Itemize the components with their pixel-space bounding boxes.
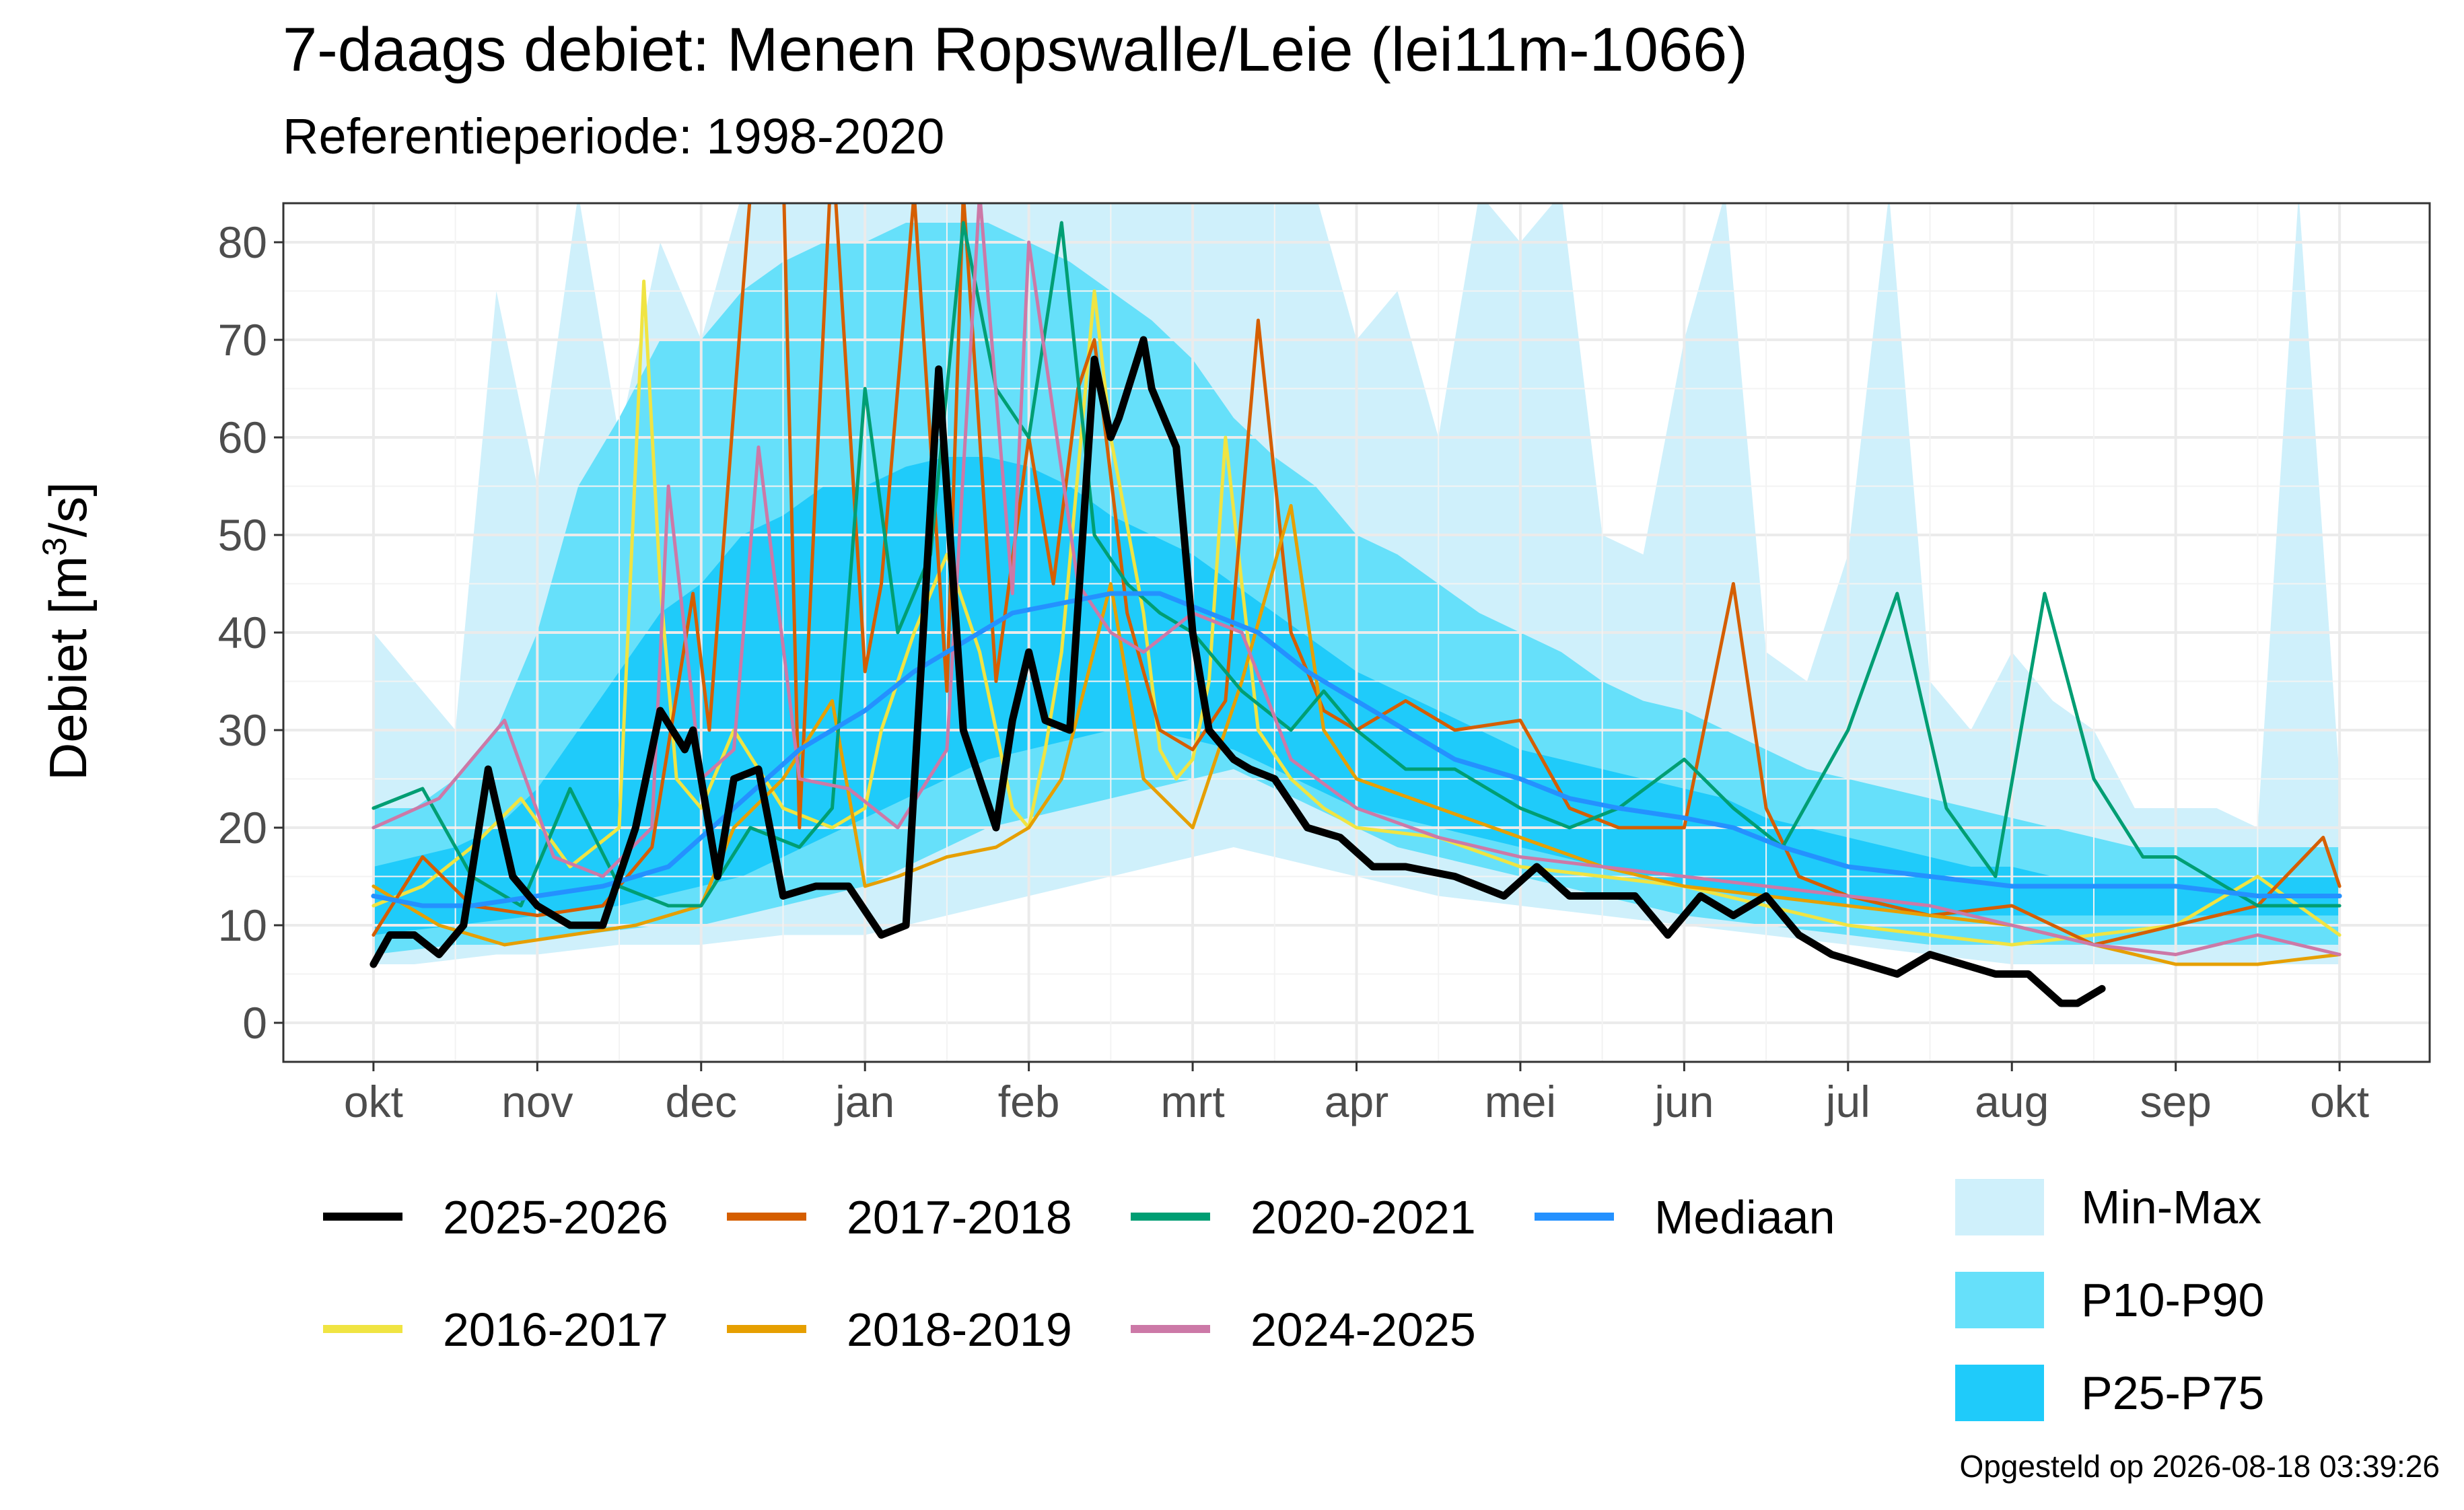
- legend-label: 2017-2018: [847, 1191, 1072, 1244]
- y-tick-label: 40: [218, 608, 267, 657]
- legend-key-p25-p75: [1955, 1365, 2044, 1421]
- legend-key-p10-p90: [1955, 1272, 2044, 1328]
- y-tick-label: 10: [218, 900, 267, 950]
- legend-label: Min-Max: [2081, 1181, 2261, 1233]
- x-tick-label: sep: [2140, 1077, 2211, 1126]
- chart-subtitle: Referentieperiode: 1998-2020: [283, 108, 945, 164]
- grid-layer: [283, 203, 2430, 1062]
- footer-note: Opgesteld op 2026-08-18 03:39:26: [1959, 1449, 2440, 1484]
- legend-label: 2018-2019: [847, 1303, 1072, 1356]
- series-line-mediaan: [371, 591, 2342, 908]
- x-tick-label: jun: [1653, 1077, 1714, 1126]
- chart-title: 7-daags debiet: Menen Ropswalle/Leie (le…: [283, 15, 1748, 84]
- series-line-2025-2026: [369, 336, 2106, 1007]
- lines-layer: [369, 203, 2342, 1007]
- x-tick-label: nov: [501, 1077, 573, 1126]
- x-tick-label: jan: [834, 1077, 894, 1126]
- legend-key-min-max: [1955, 1179, 2044, 1235]
- y-tick-label: 50: [218, 510, 267, 560]
- series-line-2020-2021: [372, 221, 2342, 908]
- series-line-2016-2017: [372, 279, 2342, 947]
- legend-label: P10-P90: [2081, 1274, 2264, 1326]
- y-axis-title-end: /s]: [38, 482, 98, 537]
- legend-label: P25-P75: [2081, 1367, 2264, 1419]
- x-tick-label: feb: [998, 1077, 1060, 1126]
- y-tick-label: 30: [218, 705, 267, 755]
- y-tick-label: 70: [218, 315, 267, 365]
- x-tick-label: apr: [1325, 1077, 1388, 1126]
- x-tick-label: mei: [1485, 1077, 1556, 1126]
- y-tick-label: 80: [218, 217, 267, 267]
- legend-label: 2016-2017: [443, 1303, 668, 1356]
- series-line-2024-2025: [372, 203, 2342, 956]
- y-axis-title-base: Debiet [m: [38, 556, 98, 781]
- x-tick-label: dec: [666, 1077, 737, 1126]
- y-axis-title: Debiet [m3/s]: [36, 482, 98, 781]
- x-tick-label: mrt: [1160, 1077, 1224, 1126]
- x-tick-label: aug: [1975, 1077, 2049, 1126]
- y-tick-label: 60: [218, 412, 267, 462]
- legend-label: 2020-2021: [1251, 1191, 1476, 1244]
- x-tick-label: okt: [344, 1077, 403, 1126]
- legend: 2025-2026 2017-2018 2020-2021 Mediaan 2016-2…: [323, 1179, 2264, 1421]
- x-tick-label: jul: [1825, 1077, 1870, 1126]
- legend-label: Mediaan: [1654, 1191, 1835, 1244]
- legend-label: 2024-2025: [1251, 1303, 1476, 1356]
- legend-label: 2025-2026: [443, 1191, 668, 1244]
- series-line-2017-2018: [372, 203, 2342, 947]
- y-tick-label: 20: [218, 803, 267, 853]
- y-tick-label: 0: [242, 998, 267, 1048]
- y-axis-title-sup: 3: [36, 537, 73, 556]
- axis-layer: 0 10 20 30 40 50 60 70 80 okt nov dec jan feb mrt apr me…: [218, 217, 2370, 1126]
- x-tick-label: okt: [2310, 1077, 2369, 1126]
